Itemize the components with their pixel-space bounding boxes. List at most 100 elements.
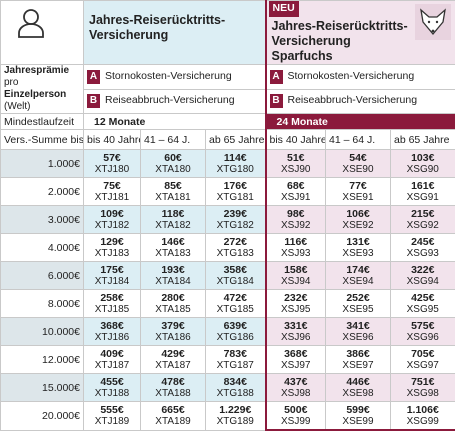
- min-term: 12 Monate: [84, 114, 266, 130]
- label-person: Einzelperson: [4, 89, 66, 100]
- price-cell: 379€XTA186: [141, 318, 206, 346]
- product-title: Jahres-Reiserücktritts-Versicherung Spar…: [272, 19, 408, 63]
- price: 215€: [394, 208, 452, 220]
- price-cell: 252€XSE95: [326, 290, 391, 318]
- tariff-code: XTA183: [144, 248, 202, 260]
- new-badge: NEU: [269, 1, 299, 18]
- price: 331€: [270, 320, 323, 332]
- age-header: bis 40 Jahre: [266, 130, 326, 150]
- coverage-text: Reiseabbruch-Versicherung: [105, 94, 235, 106]
- price: 446€: [329, 376, 387, 388]
- tariff-code: XTA188: [144, 388, 202, 400]
- price: 834€: [209, 376, 262, 388]
- price: 60€: [144, 152, 202, 164]
- price: 437€: [270, 376, 323, 388]
- tariff-code: XTA186: [144, 332, 202, 344]
- price: 425€: [394, 292, 452, 304]
- tariff-code: XSJ98: [270, 388, 323, 400]
- price-cell: 131€XSE93: [326, 234, 391, 262]
- price-cell: 129€XTJ183: [84, 234, 141, 262]
- tariff-code: XSG94: [394, 276, 452, 288]
- price: 429€: [144, 348, 202, 360]
- price-cell: 751€XSG98: [391, 374, 455, 402]
- price: 85€: [144, 180, 202, 192]
- sum-cell: 2.000€: [1, 178, 84, 206]
- price-cell: 116€XSJ93: [266, 234, 326, 262]
- tariff-code: XTJ189: [87, 416, 137, 428]
- price: 54€: [329, 152, 387, 164]
- tariff-code: XTG181: [209, 192, 262, 204]
- price-cell: 175€XTJ184: [84, 262, 141, 290]
- price: 500€: [270, 404, 323, 416]
- tariff-code: XSJ92: [270, 220, 323, 232]
- price: 146€: [144, 236, 202, 248]
- price: 232€: [270, 292, 323, 304]
- age-header: bis 40 Jahre: [84, 130, 141, 150]
- price: 783€: [209, 348, 262, 360]
- fox-icon: [415, 4, 451, 40]
- price: 193€: [144, 264, 202, 276]
- price: 705€: [394, 348, 452, 360]
- tariff-code: XSE94: [329, 276, 387, 288]
- tariff-code: XSG91: [394, 192, 452, 204]
- tariff-code: XSG97: [394, 360, 452, 372]
- price: 245€: [394, 236, 452, 248]
- price: 161€: [394, 180, 452, 192]
- price-cell: 834€XTG188: [206, 374, 266, 402]
- tariff-code: XSE91: [329, 192, 387, 204]
- price: 1.229€: [209, 404, 262, 416]
- tariff-code: XTJ185: [87, 304, 137, 316]
- tariff-code: XSE95: [329, 304, 387, 316]
- tariff-code: XSJ97: [270, 360, 323, 372]
- coverage-text: Stornokosten-Versicherung: [105, 70, 232, 82]
- tariff-code: XTJ187: [87, 360, 137, 372]
- price: 665€: [144, 404, 202, 416]
- price: 386€: [329, 348, 387, 360]
- price-cell: 77€XSE91: [326, 178, 391, 206]
- age-header: ab 65 Jahre: [206, 130, 266, 150]
- price-cell: 555€XTJ189: [84, 402, 141, 431]
- tariff-code: XSG90: [394, 164, 452, 176]
- tariff-code: XSG98: [394, 388, 452, 400]
- tariff-code: XSG96: [394, 332, 452, 344]
- price: 57€: [87, 152, 137, 164]
- price-cell: 1.229€XTG189: [206, 402, 266, 431]
- tariff-code: XTG189: [209, 416, 262, 428]
- price: 98€: [270, 208, 323, 220]
- price: 106€: [329, 208, 387, 220]
- price: 239€: [209, 208, 262, 220]
- age-header: ab 65 Jahre: [391, 130, 455, 150]
- price-cell: 75€XTJ181: [84, 178, 141, 206]
- price: 368€: [87, 320, 137, 332]
- price-cell: 114€XTG180: [206, 150, 266, 178]
- price-cell: 193€XTA184: [141, 262, 206, 290]
- sum-cell: 20.000€: [1, 402, 84, 431]
- price: 77€: [329, 180, 387, 192]
- price-cell: 272€XTG183: [206, 234, 266, 262]
- price-cell: 1.106€XSG99: [391, 402, 455, 431]
- price-cell: 705€XSG97: [391, 346, 455, 374]
- price-cell: 478€XTA188: [141, 374, 206, 402]
- sum-cell: 12.000€: [1, 346, 84, 374]
- tariff-code: XTJ184: [87, 276, 137, 288]
- price-cell: 174€XSE94: [326, 262, 391, 290]
- tariff-code: XSJ91: [270, 192, 323, 204]
- person-icon: [14, 5, 54, 45]
- sum-cell: 3.000€: [1, 206, 84, 234]
- price-cell: 639€XTG186: [206, 318, 266, 346]
- tariff-code: XSG95: [394, 304, 452, 316]
- price: 639€: [209, 320, 262, 332]
- tariff-code: XTA187: [144, 360, 202, 372]
- price: 129€: [87, 236, 137, 248]
- tariff-code: XTG188: [209, 388, 262, 400]
- price: 575€: [394, 320, 452, 332]
